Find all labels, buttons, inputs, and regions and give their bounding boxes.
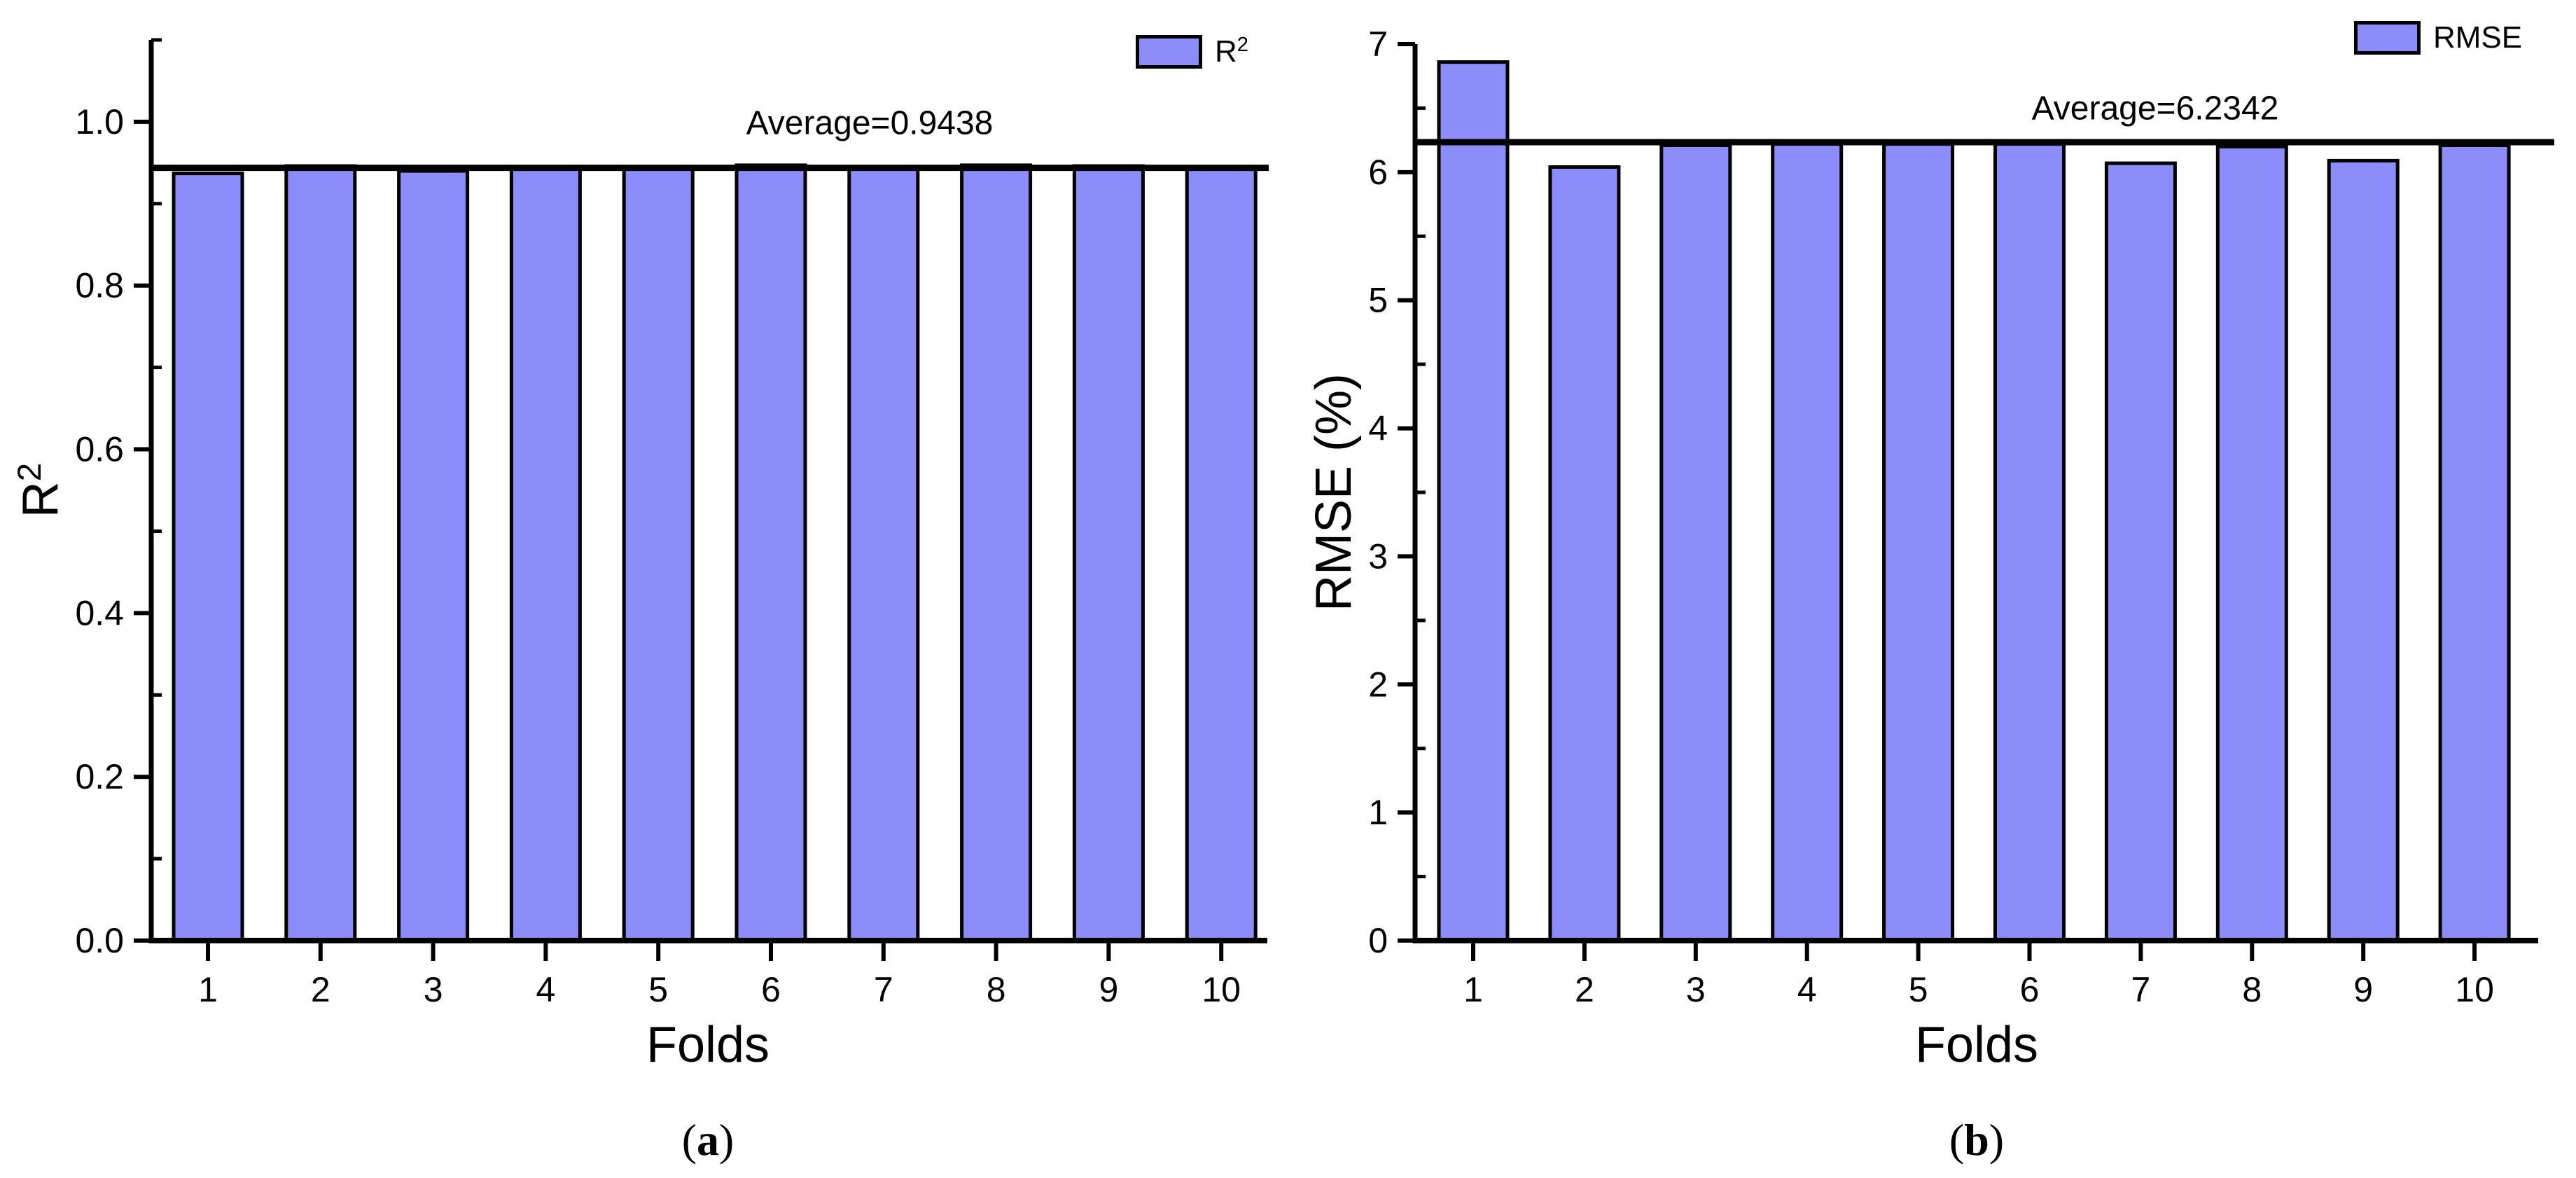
panel-a-bar-fold-4 — [509, 165, 582, 943]
panel-a-x-tick-label: 6 — [761, 970, 781, 1009]
panel-a-legend-swatch-icon — [1136, 35, 1202, 69]
panel-b-y-tick-label: 6 — [1368, 153, 1388, 192]
panel-b-x-tick-label: 2 — [1575, 970, 1594, 1009]
panel-b-bar-fold-8 — [2215, 144, 2288, 943]
panel-a-caption-close-paren: ) — [719, 1115, 734, 1165]
panel-b-y-tick-label: 2 — [1368, 665, 1388, 704]
panel-b-x-tick-label: 4 — [1797, 970, 1817, 1009]
panel-a-bar-fold-1 — [172, 172, 244, 943]
panel-b-y-tick-label: 0 — [1368, 921, 1388, 960]
panel-a-x-tick-label: 9 — [1099, 970, 1118, 1009]
panel-a-y-tick-label: 0.4 — [75, 593, 124, 632]
panel-b-y-axis-title: RMSE (%) — [1305, 373, 1363, 611]
panel-a-bar-fold-7 — [847, 167, 920, 943]
panel-a-y-axis-title-superscript: 2 — [11, 462, 49, 482]
panel-b-bar-fold-7 — [2104, 161, 2177, 943]
panel-a-caption: (a) — [682, 1114, 734, 1166]
panel-b-caption-letter: b — [1964, 1115, 1989, 1165]
panel-b-y-tick-label: 5 — [1368, 281, 1388, 320]
panel-a-y-tick-label: 0.2 — [75, 757, 124, 796]
panel-a-y-tick-label: 1.0 — [75, 102, 124, 141]
panel-b-x-tick-label: 9 — [2353, 970, 2373, 1009]
panel-a-legend: R2 — [1136, 35, 1248, 69]
panel-b-legend: RMSE — [2354, 21, 2522, 55]
panel-b-y-tick-label: 3 — [1368, 536, 1388, 576]
panel-b-bar-fold-1 — [1437, 60, 1510, 943]
panel-a-x-tick-label: 8 — [987, 970, 1006, 1009]
panel-a-y-axis-title: R2 — [11, 462, 69, 518]
panel-a-legend-label: R2 — [1215, 34, 1248, 69]
panel-b-x-tick-label: 1 — [1463, 970, 1483, 1009]
panel-b-y-tick-label: 7 — [1368, 25, 1388, 64]
panel-b-y-axis-title-text: RMSE (%) — [1306, 373, 1362, 611]
panel-b-bar-fold-4 — [1771, 142, 1844, 943]
panel-a-x-tick-label: 10 — [1202, 970, 1241, 1009]
panel-b-x-tick-label: 5 — [1909, 970, 1928, 1009]
panel-b-bar-fold-2 — [1548, 165, 1621, 943]
panel-a-legend-label-superscript: 2 — [1237, 34, 1248, 57]
panel-b-legend-swatch-icon — [2354, 21, 2421, 55]
panel-a-y-tick-label: 0.0 — [75, 921, 124, 960]
panel-b-x-tick-label: 7 — [2131, 970, 2150, 1009]
panel-b-x-axis-title: Folds — [1914, 1017, 2039, 1073]
panel-a-y-tick-label: 0.6 — [75, 430, 124, 469]
panel-b-legend-label: RMSE — [2433, 22, 2522, 53]
panel-b-average-label: Average=6.2342 — [2031, 90, 2279, 127]
panel-b-bar-fold-6 — [1993, 142, 2066, 943]
panel-a-x-tick-label: 3 — [424, 970, 443, 1009]
panel-a-bar-fold-6 — [734, 163, 807, 943]
panel-a-y-axis-title-text: R — [13, 481, 69, 518]
panel-b-caption-open-paren: ( — [1949, 1115, 1965, 1165]
panel-a-caption-letter: a — [697, 1115, 719, 1165]
panel-b-x-tick-label: 6 — [2020, 970, 2040, 1009]
panel-a-x-axis-title: Folds — [646, 1017, 770, 1073]
panel-b-bar-fold-5 — [1882, 142, 1955, 943]
panel-a-bar-fold-10 — [1185, 165, 1258, 943]
panel-b-caption: (b) — [1949, 1114, 2004, 1166]
panel-b-caption-close-paren: ) — [1989, 1115, 2005, 1165]
panel-b-y-tick-label: 1 — [1368, 793, 1388, 832]
panel-b-legend-label-text: RMSE — [2433, 20, 2523, 55]
panel-a-x-tick-label: 7 — [874, 970, 893, 1009]
panel-a-bar-fold-5 — [622, 165, 695, 943]
panel-b-x-tick-label: 10 — [2455, 970, 2494, 1009]
panel-a-bar-fold-2 — [284, 164, 357, 943]
panel-a-x-tick-label: 5 — [648, 970, 668, 1009]
panel-a-x-tick-label: 4 — [536, 970, 555, 1009]
panel-a-bar-fold-9 — [1072, 164, 1145, 943]
panel-b-y-tick-label: 4 — [1368, 409, 1388, 448]
panel-b-x-tick-label: 3 — [1686, 970, 1706, 1009]
panel-b-x-tick-label: 8 — [2242, 970, 2262, 1009]
panel-a-average-label: Average=0.9438 — [746, 104, 994, 142]
panel-a-x-tick-label: 1 — [198, 970, 218, 1009]
panel-b-bar-fold-10 — [2438, 144, 2511, 943]
panel-a-caption-open-paren: ( — [681, 1115, 697, 1165]
panel-a-legend-label-text: R — [1215, 34, 1237, 69]
panel-a-y-tick-label: 0.8 — [75, 266, 124, 305]
panel-a-bar-fold-3 — [397, 169, 470, 943]
panel-a-x-tick-label: 2 — [311, 970, 330, 1009]
panel-a-bar-fold-8 — [960, 163, 1033, 943]
panel-b-bar-fold-9 — [2327, 158, 2400, 943]
panel-b-bar-fold-3 — [1659, 144, 1732, 943]
